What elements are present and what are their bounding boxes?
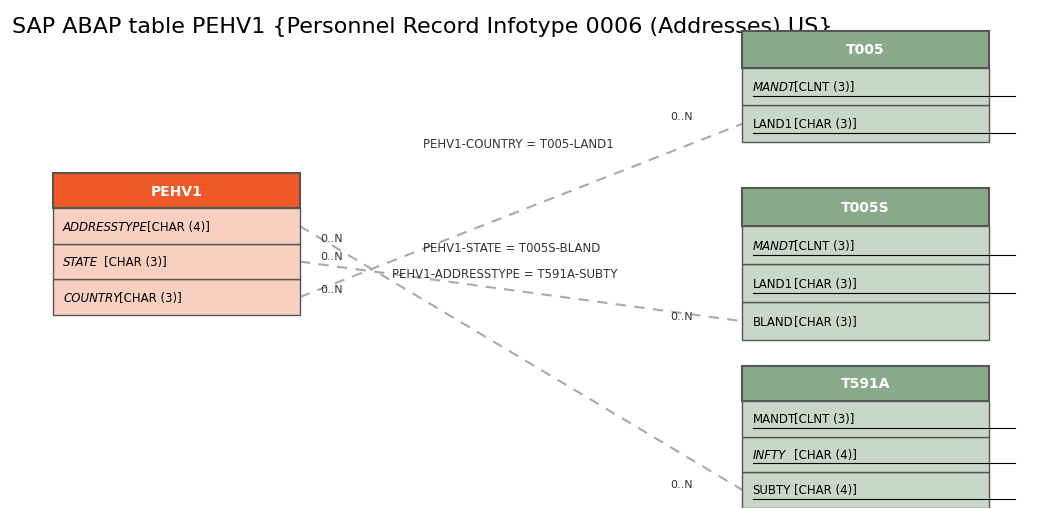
Text: T005: T005 xyxy=(847,43,885,58)
FancyBboxPatch shape xyxy=(742,265,989,302)
Text: 0..N: 0..N xyxy=(321,234,343,244)
FancyBboxPatch shape xyxy=(742,437,989,472)
FancyBboxPatch shape xyxy=(742,302,989,341)
Text: MANDT: MANDT xyxy=(752,239,795,252)
Text: [CHAR (4)]: [CHAR (4)] xyxy=(793,484,856,496)
Text: [CHAR (4)]: [CHAR (4)] xyxy=(793,448,856,461)
Text: BLAND: BLAND xyxy=(752,315,793,328)
FancyBboxPatch shape xyxy=(742,366,989,401)
Text: [CHAR (3)]: [CHAR (3)] xyxy=(793,118,856,131)
Text: 0..N: 0..N xyxy=(321,285,343,295)
Text: PEHV1-STATE = T005S-BLAND: PEHV1-STATE = T005S-BLAND xyxy=(423,242,601,255)
Text: T591A: T591A xyxy=(840,377,891,390)
Text: [CLNT (3)]: [CLNT (3)] xyxy=(793,239,854,252)
FancyBboxPatch shape xyxy=(52,244,300,280)
Text: LAND1: LAND1 xyxy=(752,277,792,290)
Text: PEHV1: PEHV1 xyxy=(150,184,202,198)
Text: [CHAR (3)]: [CHAR (3)] xyxy=(793,277,856,290)
Text: [CHAR (3)]: [CHAR (3)] xyxy=(118,291,181,304)
FancyBboxPatch shape xyxy=(742,472,989,507)
Text: [CLNT (3)]: [CLNT (3)] xyxy=(793,412,854,426)
FancyBboxPatch shape xyxy=(52,209,300,244)
FancyBboxPatch shape xyxy=(742,189,989,227)
Text: STATE: STATE xyxy=(63,256,99,269)
Text: [CHAR (3)]: [CHAR (3)] xyxy=(793,315,856,328)
FancyBboxPatch shape xyxy=(742,32,989,69)
FancyBboxPatch shape xyxy=(52,280,300,315)
FancyBboxPatch shape xyxy=(742,106,989,143)
Text: 0..N: 0..N xyxy=(670,311,693,321)
Text: INFTY: INFTY xyxy=(752,448,786,461)
Text: 0..N: 0..N xyxy=(670,111,693,122)
Text: MANDT: MANDT xyxy=(752,81,795,94)
Text: 0..N: 0..N xyxy=(670,479,693,489)
Text: LAND1: LAND1 xyxy=(752,118,792,131)
Text: COUNTRY: COUNTRY xyxy=(63,291,121,304)
Text: MANDT: MANDT xyxy=(752,412,795,426)
Text: SUBTY: SUBTY xyxy=(752,484,791,496)
FancyBboxPatch shape xyxy=(742,227,989,265)
FancyBboxPatch shape xyxy=(742,401,989,437)
Text: SAP ABAP table PEHV1 {Personnel Record Infotype 0006 (Addresses) US}: SAP ABAP table PEHV1 {Personnel Record I… xyxy=(12,17,832,37)
FancyBboxPatch shape xyxy=(52,174,300,209)
Text: PEHV1-COUNTRY = T005-LAND1: PEHV1-COUNTRY = T005-LAND1 xyxy=(423,138,614,151)
Text: ADDRESSTYPE: ADDRESSTYPE xyxy=(63,220,148,233)
Text: [CHAR (4)]: [CHAR (4)] xyxy=(148,220,211,233)
Text: PEHV1-ADDRESSTYPE = T591A-SUBTY: PEHV1-ADDRESSTYPE = T591A-SUBTY xyxy=(392,267,618,280)
Text: T005S: T005S xyxy=(842,201,890,215)
Text: [CHAR (3)]: [CHAR (3)] xyxy=(105,256,167,269)
FancyBboxPatch shape xyxy=(742,69,989,106)
Text: [CLNT (3)]: [CLNT (3)] xyxy=(793,81,854,94)
Text: 0..N: 0..N xyxy=(321,251,343,262)
